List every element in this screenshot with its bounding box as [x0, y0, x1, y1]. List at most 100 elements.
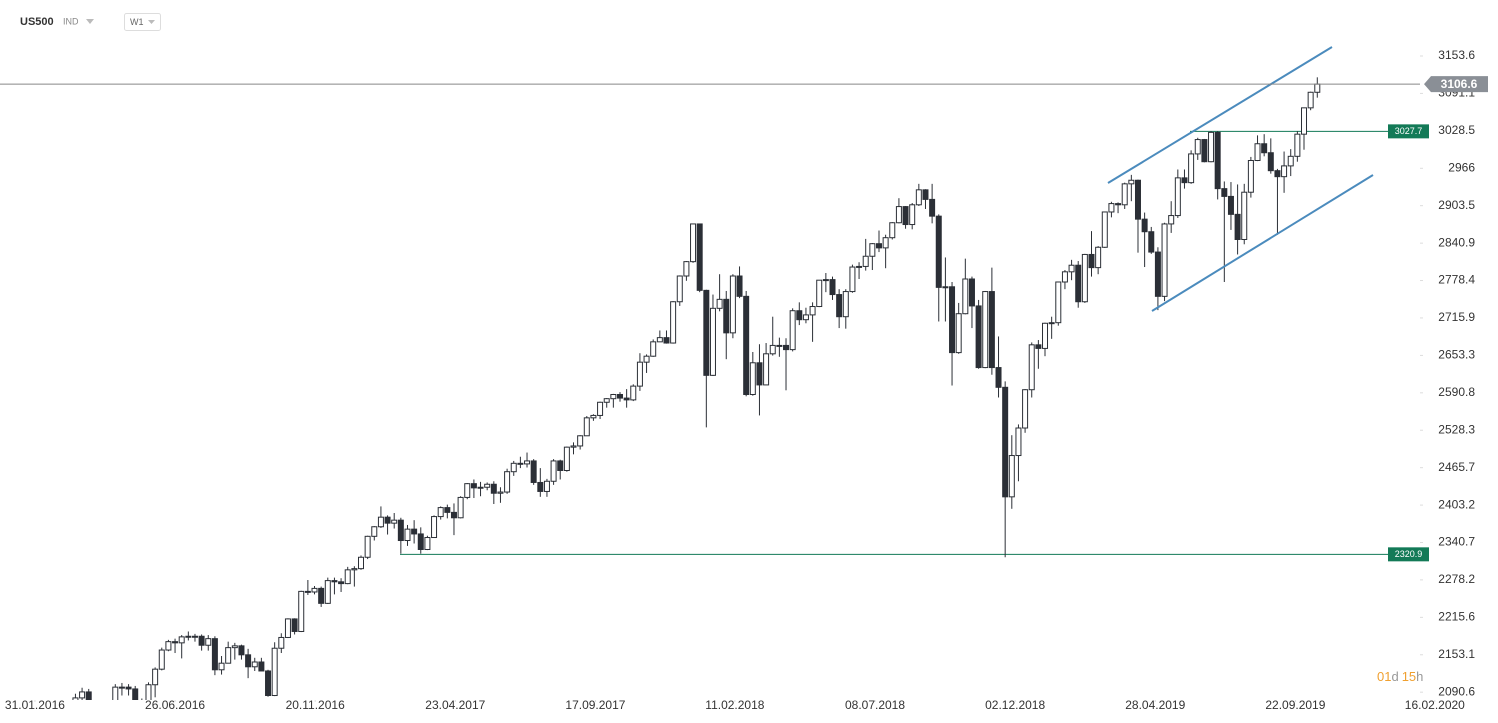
levels — [400, 130, 1420, 555]
candle-body — [338, 581, 345, 585]
last-price-label: 3106.6 — [1441, 77, 1478, 91]
candle-body — [304, 590, 311, 593]
dropdown-arrow[interactable] — [86, 19, 94, 24]
candle-body — [1314, 83, 1321, 93]
candle-body — [1095, 246, 1102, 269]
y-tick-label: 2715.9 — [1438, 310, 1475, 324]
channel-upper — [1107, 46, 1333, 184]
candle-body — [1227, 195, 1234, 215]
candle-body — [377, 516, 384, 528]
candle-body — [1121, 183, 1128, 206]
candle-body — [1174, 177, 1181, 217]
candle-body — [935, 215, 942, 288]
candle-body — [1015, 427, 1022, 457]
candle-body — [132, 688, 139, 700]
candle-body — [165, 641, 172, 651]
candle-body — [331, 580, 338, 583]
candle-body — [749, 362, 756, 395]
last-price-tag — [1424, 76, 1488, 93]
candle-body — [424, 537, 431, 550]
candle-body — [391, 519, 398, 524]
candle-body — [583, 417, 590, 437]
candle-body — [1075, 264, 1082, 303]
y-tick-label: 2465.7 — [1438, 460, 1475, 474]
candle-body — [676, 275, 683, 303]
candle-body — [1035, 344, 1042, 349]
y-tick-label: 2903.5 — [1438, 198, 1475, 212]
candle-body — [1055, 281, 1062, 324]
candle-body — [656, 337, 663, 343]
x-tick-label: 02.12.2018 — [985, 698, 1045, 712]
candle-body — [650, 341, 657, 357]
candle-body — [118, 686, 125, 689]
candle-body — [922, 189, 929, 200]
candle-body — [603, 398, 610, 403]
y-tick-label: 2528.3 — [1438, 422, 1475, 436]
interval[interactable]: W1 — [130, 17, 144, 27]
candle-body — [796, 310, 803, 321]
candle-body — [902, 206, 909, 226]
candle-body — [962, 278, 969, 315]
candle-body — [982, 291, 989, 369]
candle-body — [1008, 455, 1015, 498]
y-tick-label: 2278.2 — [1438, 572, 1475, 586]
candle-body — [1115, 203, 1122, 206]
candle-body — [1068, 264, 1075, 273]
candle-body — [1148, 231, 1155, 253]
interval-select[interactable] — [124, 13, 161, 31]
candle-body — [291, 618, 298, 632]
level-tag-label: 3027.7 — [1395, 126, 1423, 136]
countdown-days: 01 — [1377, 669, 1391, 684]
candle-body — [763, 353, 770, 386]
candle-body — [1267, 152, 1274, 172]
candle-body — [205, 638, 212, 646]
level-tag — [1388, 547, 1429, 562]
candle-body — [663, 337, 670, 344]
candle-body — [464, 483, 471, 498]
y-tick-label: 2840.9 — [1438, 235, 1475, 249]
y-tick-label: 2590.8 — [1438, 385, 1475, 399]
candle-body — [490, 483, 497, 494]
candle-body — [271, 647, 278, 697]
candle-body — [1294, 133, 1301, 157]
candle-body — [364, 535, 371, 558]
candle-body — [152, 668, 159, 686]
level-tag — [1388, 124, 1429, 139]
candle-body — [404, 528, 411, 542]
candle-body — [729, 275, 736, 334]
candle-body — [756, 362, 763, 386]
candle-body — [590, 414, 597, 419]
candle-body — [1154, 251, 1161, 297]
candle-body — [816, 279, 823, 308]
candle-body — [79, 691, 86, 699]
candle-body — [1287, 155, 1294, 167]
candle-body — [351, 568, 358, 571]
candle-body — [623, 397, 630, 401]
candle-body — [1028, 344, 1035, 391]
candle-body — [988, 291, 995, 369]
candle-body — [1234, 213, 1241, 240]
x-tick-label: 28.04.2019 — [1125, 698, 1185, 712]
candle-body — [995, 367, 1002, 388]
candle-body — [610, 393, 617, 400]
candle-body — [895, 206, 902, 224]
candle-body — [517, 462, 524, 465]
x-tick-label: 31.01.2016 — [5, 698, 65, 712]
candle-body — [245, 654, 252, 668]
candle-body — [557, 460, 564, 471]
x-tick-label: 16.02.2020 — [1405, 698, 1465, 712]
channel-lower — [1151, 174, 1374, 312]
candle-body — [882, 237, 889, 249]
candle-body — [397, 519, 404, 542]
candle-body — [968, 278, 975, 307]
candle-body — [278, 636, 285, 649]
candle-body — [856, 265, 863, 268]
symbol[interactable]: US500 — [20, 16, 54, 28]
candle-body — [822, 279, 829, 282]
dropdown-arrow[interactable] — [148, 20, 155, 24]
candle-body — [191, 635, 198, 638]
candle-body — [836, 294, 843, 318]
candle-body — [357, 556, 364, 570]
candle-body — [318, 587, 325, 604]
